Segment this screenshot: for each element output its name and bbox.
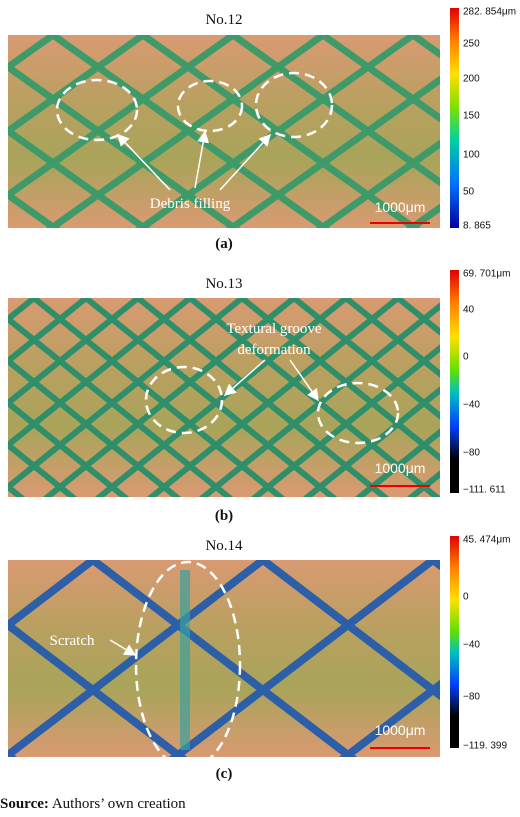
panel-title: No.12 [205,12,242,28]
colorbar-max: 282. 854μm [463,7,516,18]
scratch-track [180,570,190,750]
arrow [223,359,266,396]
arrow [219,133,272,191]
colorbar-tick: −80 [463,692,480,703]
annotation: Textural groove [226,321,322,337]
arrow [289,359,319,402]
highlight [254,71,334,139]
panel-title: No.13 [205,276,242,292]
annotation: deformation [237,342,311,358]
annotation: Scratch [50,633,95,649]
groove-pattern [8,35,440,228]
colorbar-max: 45. 474μm [463,535,510,546]
colorbar-tick: 200 [463,74,480,85]
colorbar-tick: 40 [463,305,475,316]
highlight [134,560,242,770]
colorbar-max: 69. 701μm [463,269,510,280]
highlight [176,79,244,133]
source-text: Authors’ own creation [52,796,186,812]
colorbar-tick: 50 [463,187,475,198]
caption: (b) [215,508,233,524]
highlight [144,365,224,435]
colorbar [450,270,459,493]
colorbar [450,536,459,748]
colorbar-tick: 0 [463,592,469,603]
groove-pattern [8,298,440,497]
scale-bar-label: 1000μm [375,199,426,215]
caption: (c) [216,766,233,782]
colorbar-min: 8. 865 [463,221,491,232]
highlight [316,381,400,445]
colorbar-tick: 100 [463,150,480,161]
arrow [194,130,210,189]
scale-bar-label: 1000μm [375,460,426,476]
scale-bar-label: 1000μm [375,722,426,738]
colorbar-tick: −80 [463,448,480,459]
source-label: Source: [0,796,49,812]
colorbar [450,8,459,228]
caption: (a) [215,236,233,252]
colorbar-min: −111. 611 [463,485,506,496]
arrow [116,133,171,191]
colorbar-tick: −40 [463,400,480,411]
panel-title: No.14 [205,538,243,554]
colorbar-min: −119. 399 [463,741,507,752]
colorbar-tick: 150 [463,111,480,122]
arrow [109,639,137,656]
colorbar-tick: 250 [463,39,480,50]
annotation: Debris filling [150,196,231,212]
source-line: Source: Authors’ own creation [0,796,186,812]
colorbar-tick: −40 [463,640,480,651]
colorbar-tick: 0 [463,352,469,363]
highlight [55,78,139,142]
